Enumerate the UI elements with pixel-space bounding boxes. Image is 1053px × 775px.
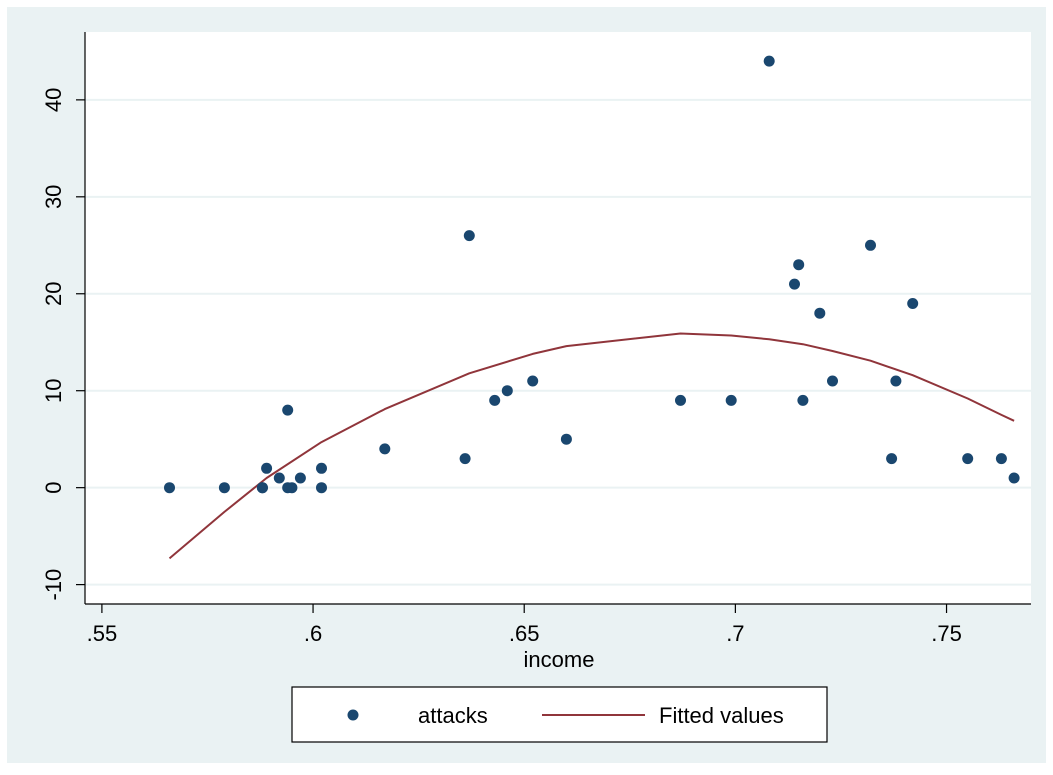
- legend-label-attacks: attacks: [418, 703, 488, 728]
- axes: -10 0 10 20 30 40 .55 .6 .65 .7 .75: [41, 32, 1031, 646]
- y-tick-label: 30: [41, 185, 66, 209]
- attacks-point: [459, 453, 471, 465]
- attacks-point: [316, 482, 327, 494]
- attacks-point: [282, 404, 294, 416]
- attacks-point: [218, 482, 230, 494]
- y-tick-label: -10: [41, 569, 66, 601]
- legend-marker-attacks: [347, 709, 359, 721]
- attacks-point: [886, 453, 898, 465]
- x-tick-label: .7: [726, 621, 744, 646]
- attacks-point: [560, 433, 572, 445]
- attacks-point: [273, 472, 285, 484]
- x-tick-label: .6: [304, 621, 322, 646]
- attacks-point: [379, 443, 391, 455]
- y-tick-label: 10: [41, 378, 66, 402]
- y-tick-label: 0: [41, 482, 66, 494]
- attacks-point: [793, 259, 805, 271]
- attacks-point: [962, 453, 974, 465]
- attacks-point: [865, 239, 876, 251]
- plot-region: [85, 32, 1031, 604]
- attacks-point: [789, 278, 800, 290]
- attacks-point: [827, 375, 838, 387]
- attacks-point: [675, 394, 686, 406]
- y-tick-label: 40: [41, 88, 66, 112]
- attacks-point: [1008, 472, 1020, 484]
- y-tick-label: 20: [41, 282, 66, 306]
- attacks-point: [907, 298, 919, 309]
- attacks-point: [286, 482, 298, 494]
- attacks-point: [316, 462, 327, 474]
- x-tick-label: .75: [931, 621, 962, 646]
- fitted-values-line: [168, 332, 1015, 560]
- attacks-point: [294, 472, 306, 484]
- attacks-point: [527, 375, 539, 387]
- attacks-point: [463, 230, 475, 242]
- x-axis-title: income: [524, 647, 595, 672]
- attacks-point: [797, 394, 809, 406]
- x-tick-label: .65: [509, 621, 540, 646]
- attacks-point: [763, 55, 775, 67]
- attacks-point: [164, 482, 175, 494]
- attacks-point: [256, 482, 268, 494]
- legend: attacks Fitted values: [291, 686, 828, 743]
- fitted-line-layer: [168, 332, 1015, 560]
- attacks-point: [890, 375, 902, 387]
- attacks-point: [995, 453, 1007, 465]
- scatter-points: [164, 55, 1020, 494]
- attacks-point: [725, 394, 737, 406]
- x-tick-label: .55: [87, 621, 118, 646]
- legend-label-fitted-values: Fitted values: [659, 703, 784, 728]
- attacks-point: [489, 394, 501, 406]
- attacks-point: [261, 462, 273, 474]
- attacks-point: [501, 385, 513, 397]
- gridlines: [85, 98, 1031, 586]
- attacks-point: [814, 307, 826, 319]
